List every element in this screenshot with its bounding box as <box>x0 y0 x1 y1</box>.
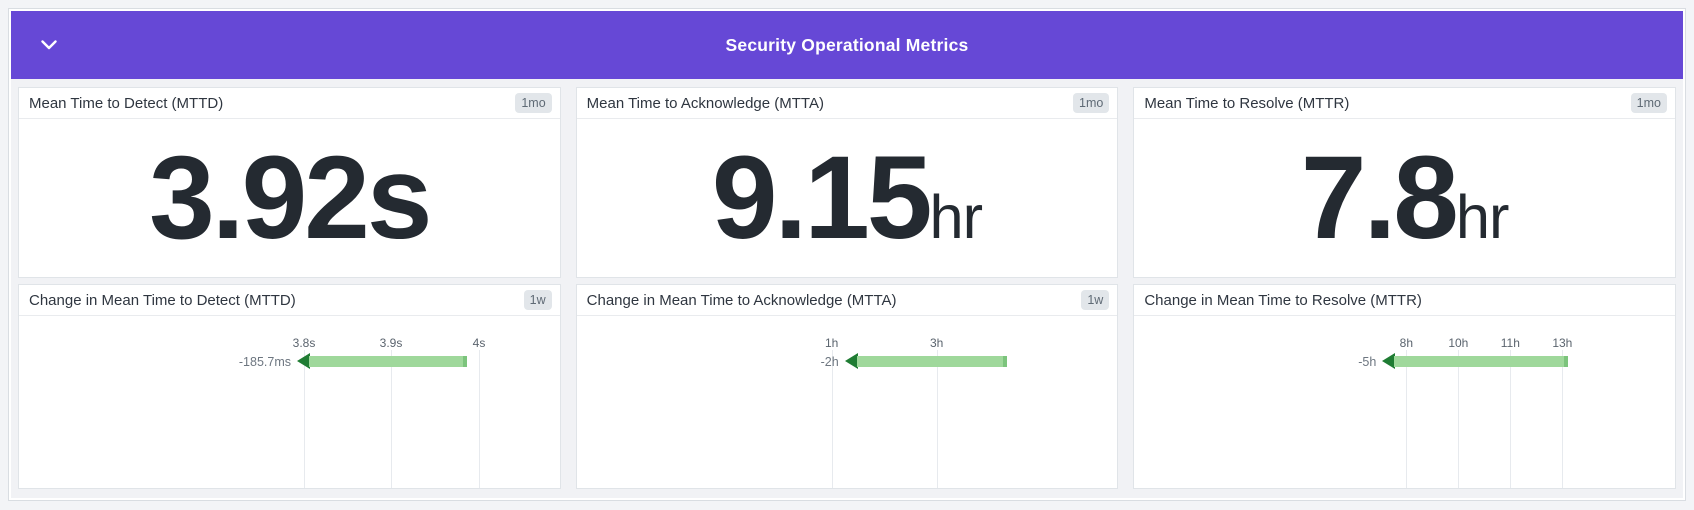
change-bar <box>309 356 467 367</box>
panel-title: Mean Time to Resolve (MTTR) <box>1144 94 1350 112</box>
change-bar-end-cap <box>1564 356 1569 367</box>
panel-mttd: Mean Time to Detect (MTTD) 1mo 3.92s <box>18 87 561 278</box>
panel-title: Change in Mean Time to Resolve (MTTR) <box>1144 291 1422 309</box>
change-bar-end-cap <box>1002 356 1007 367</box>
panel-mtta-change: Change in Mean Time to Acknowledge (MTTA… <box>575 284 1119 489</box>
mtta-unit: hr <box>929 183 984 252</box>
panel-mtta-header: Mean Time to Acknowledge (MTTA) 1mo <box>576 88 1118 119</box>
mtta-value: 9.15hr <box>711 132 984 264</box>
panel-mttr-change-body: 8h 10h 11h 13h -5h <box>1134 316 1675 488</box>
panel-mttr-change: Change in Mean Time to Resolve (MTTR) 8h… <box>1133 284 1676 489</box>
panel-mttd-header: Mean Time to Detect (MTTD) 1mo <box>19 88 560 119</box>
panel-mttr-header: Mean Time to Resolve (MTTR) 1mo <box>1134 88 1675 119</box>
dashboard-title: Security Operational Metrics <box>725 34 969 55</box>
mttr-value: 7.8hr <box>1300 132 1510 264</box>
panel-title: Change in Mean Time to Acknowledge (MTTA… <box>586 291 897 309</box>
panel-title: Mean Time to Detect (MTTD) <box>29 94 224 112</box>
panel-mttd-change-header: Change in Mean Time to Detect (MTTD) 1w <box>19 285 560 316</box>
timerange-badge: 1mo <box>1073 92 1110 114</box>
mttd-value: 3.92s <box>149 132 432 264</box>
axis-tick-label: 3h <box>929 336 944 350</box>
change-bar <box>856 356 1007 367</box>
panel-mtta-body: 9.15hr <box>577 119 1118 277</box>
panel-mttr-change-header: Change in Mean Time to Resolve (MTTR) <box>1134 285 1675 316</box>
axis-gridline <box>1562 350 1564 488</box>
axis-gridline <box>831 350 833 488</box>
axis-tick-label: 11h <box>1500 336 1520 350</box>
axis-tick-label: 4s <box>472 336 486 350</box>
decrease-arrow-icon <box>844 353 858 369</box>
panel-mttr: Mean Time to Resolve (MTTR) 1mo 7.8hr <box>1133 87 1676 278</box>
change-bar <box>1394 356 1569 367</box>
dashboard-card: Security Operational Metrics Mean Time t… <box>8 8 1686 501</box>
axis-tick-label: 1h <box>824 336 839 350</box>
panel-mttr-body: 7.8hr <box>1134 119 1675 277</box>
timerange-badge: 1w <box>1081 289 1110 311</box>
axis-gridline <box>1458 350 1460 488</box>
panel-mttd-change-body: 3.8s 3.9s 4s -185.7ms <box>19 316 560 488</box>
panel-mtta-change-header: Change in Mean Time to Acknowledge (MTTA… <box>576 285 1118 316</box>
panel-mtta-change-body: 1h 3h -2h <box>577 316 1118 488</box>
delta-value-label: -185.7ms <box>238 355 291 369</box>
timerange-badge: 1w <box>523 289 552 311</box>
panel-mtta: Mean Time to Acknowledge (MTTA) 1mo 9.15… <box>575 87 1119 278</box>
timerange-badge: 1mo <box>1630 92 1667 114</box>
dashboard-header: Security Operational Metrics <box>11 11 1683 79</box>
axis-gridline <box>391 350 392 488</box>
axis-gridline <box>1406 350 1408 488</box>
decrease-arrow-icon <box>1382 353 1396 369</box>
decrease-arrow-icon <box>297 353 310 369</box>
axis-tick-label: 3.8s <box>292 336 316 350</box>
axis-tick-label: 8h <box>1399 336 1413 350</box>
axis-gridline <box>1510 350 1512 488</box>
axis-gridline <box>936 350 938 488</box>
panel-mttd-body: 3.92s <box>19 119 560 277</box>
axis-gridline <box>479 350 480 488</box>
panel-grid: Mean Time to Detect (MTTD) 1mo 3.92s Mea… <box>11 79 1683 498</box>
timerange-badge: 1mo <box>515 92 552 114</box>
panel-mttd-change: Change in Mean Time to Detect (MTTD) 1w … <box>18 284 561 489</box>
axis-tick-label: 10h <box>1448 336 1469 350</box>
mtta-change-bullet-chart: 1h 3h -2h <box>577 316 1118 488</box>
collapse-chevron-icon[interactable] <box>29 11 69 79</box>
mttd-change-bullet-chart: 3.8s 3.9s 4s -185.7ms <box>19 316 560 488</box>
mttr-unit: hr <box>1455 183 1510 252</box>
axis-tick-label: 13h <box>1552 336 1573 350</box>
change-bar-end-cap <box>463 356 467 367</box>
panel-title: Mean Time to Acknowledge (MTTA) <box>586 94 824 112</box>
delta-value-label: -2h <box>820 355 839 369</box>
axis-tick-label: 3.9s <box>379 336 403 350</box>
delta-value-label: -5h <box>1358 355 1377 369</box>
axis-gridline <box>304 350 305 488</box>
panel-title: Change in Mean Time to Detect (MTTD) <box>29 291 296 309</box>
mttr-change-bullet-chart: 8h 10h 11h 13h -5h <box>1134 316 1675 488</box>
